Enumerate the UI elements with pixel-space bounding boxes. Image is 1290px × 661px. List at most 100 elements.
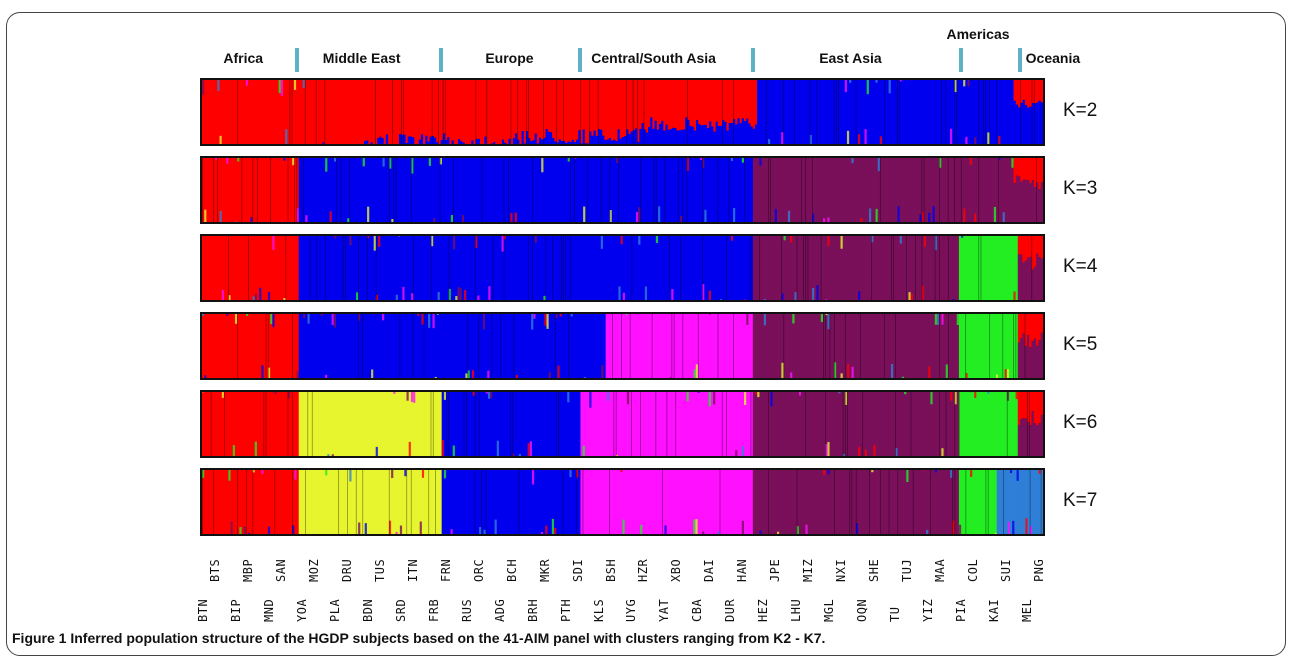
admixture-bar	[1001, 470, 1004, 534]
admixture-bar	[373, 158, 377, 222]
admixture-bar	[509, 314, 512, 378]
admixture-bar	[741, 314, 745, 378]
admixture-bar	[338, 314, 341, 378]
admixture-bar	[561, 236, 564, 300]
sample-separator	[202, 470, 203, 534]
admixture-bar	[637, 142, 640, 144]
sample-separator	[1026, 392, 1028, 456]
admixture-bar	[265, 470, 269, 534]
admixture-bar	[386, 158, 390, 222]
admixture-bar	[589, 131, 592, 144]
sample-separator	[307, 392, 309, 456]
admixture-bar	[237, 314, 240, 378]
sample-separator	[1029, 470, 1031, 534]
admixture-bar	[539, 236, 542, 300]
admixture-bar	[441, 392, 445, 456]
admixture-bar	[976, 314, 979, 378]
admixture-bar	[630, 131, 634, 144]
admixture-bar	[206, 392, 209, 456]
admixture-bar	[386, 236, 390, 300]
admixture-bar	[263, 392, 267, 456]
admixture-bar	[419, 470, 423, 534]
admixture-bar	[667, 129, 671, 144]
admixture-bar	[656, 80, 660, 130]
admixture-bar	[556, 470, 559, 534]
admixture-bar	[882, 392, 885, 456]
admixture-bar	[956, 80, 960, 144]
admixture-bar	[252, 236, 256, 300]
admixture-bar	[646, 470, 650, 534]
admixture-bar	[613, 392, 617, 456]
admixture-bar	[666, 392, 670, 456]
admixture-bar	[932, 470, 936, 534]
admixture-bar	[886, 470, 890, 534]
admixture-bar	[669, 128, 673, 144]
admixture-bar	[730, 470, 734, 534]
admixture-bar	[1040, 258, 1043, 300]
admixture-bar	[844, 80, 848, 144]
admixture-bar	[974, 470, 978, 534]
admixture-bar	[382, 392, 385, 456]
admixture-bar	[897, 158, 901, 222]
admixture-bar	[733, 314, 736, 378]
admixture-bar	[748, 470, 752, 534]
admixture-bar	[597, 80, 601, 130]
admixture-bar	[327, 158, 330, 222]
admixture-bar	[851, 236, 855, 300]
admixture-bar	[204, 392, 207, 456]
admixture-bar	[620, 392, 623, 456]
admixture-bar	[215, 158, 218, 222]
admixture-bar	[675, 392, 679, 456]
sample-separator	[989, 80, 991, 144]
admixture-bar	[978, 470, 982, 534]
admixture-bar	[430, 470, 434, 534]
admixture-bar	[287, 314, 291, 378]
admixture-bar	[1018, 176, 1021, 222]
admixture-bar	[664, 158, 668, 222]
admixture-bar	[421, 314, 425, 378]
admixture-bar	[750, 236, 754, 300]
admixture-bar	[770, 314, 773, 378]
admixture-bar	[232, 392, 236, 456]
admixture-bar	[366, 80, 369, 141]
admixture-bar	[678, 80, 682, 131]
admixture-bar	[941, 236, 944, 300]
admixture-bar	[847, 392, 850, 456]
admixture-bar-minor	[204, 375, 207, 378]
sample-separator	[202, 158, 203, 222]
admixture-bar	[1040, 392, 1043, 415]
admixture-bar	[643, 314, 646, 378]
admixture-bar	[697, 470, 701, 534]
admixture-bar	[741, 470, 745, 534]
sample-separator	[893, 236, 894, 300]
admixture-bar	[673, 392, 676, 456]
admixture-bar-minor	[367, 206, 370, 222]
admixture-bar-minor	[237, 158, 240, 162]
admixture-bar-minor	[928, 212, 931, 222]
admixture-bar-minor	[589, 392, 592, 408]
admixture-bar	[993, 80, 997, 144]
admixture-bar-minor	[356, 292, 359, 300]
admixture-bar	[1038, 236, 1042, 258]
sample-separator	[486, 80, 488, 144]
admixture-bar	[434, 80, 437, 138]
admixture-bar-minor	[421, 314, 425, 325]
admixture-bar	[318, 236, 322, 300]
admixture-bar	[569, 158, 573, 222]
admixture-bar	[618, 470, 621, 534]
admixture-bar	[691, 158, 694, 222]
population-label: MAA	[933, 558, 948, 582]
admixture-bar	[285, 470, 289, 534]
figure-frame	[6, 12, 1286, 656]
admixture-bar	[686, 470, 690, 534]
admixture-bar	[691, 236, 694, 300]
admixture-bar-minor	[626, 392, 630, 405]
region-divider	[1017, 48, 1022, 72]
sample-separator	[315, 80, 317, 144]
admixture-bar	[366, 470, 370, 534]
admixture-bar	[362, 470, 366, 534]
admixture-bar	[426, 158, 430, 222]
sample-separator	[413, 236, 414, 300]
admixture-bar	[385, 80, 389, 135]
admixture-bar	[356, 236, 359, 300]
